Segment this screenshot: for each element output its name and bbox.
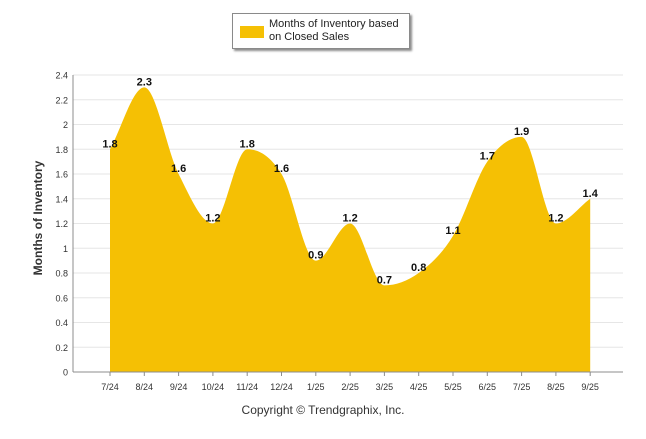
x-tick-label: 7/25 (513, 382, 531, 392)
y-tick-labels: 0 0.2 0.4 0.6 0.8 1 1.2 1.4 1.6 1.8 2 2.2 2.4 (55, 71, 68, 378)
y-tick-label: 0.4 (55, 318, 68, 328)
legend-label: Months of Inventory based on Closed Sale… (269, 18, 399, 43)
data-label: 0.7 (377, 274, 392, 286)
data-label: 1.1 (445, 225, 460, 237)
x-tick-label: 1/25 (307, 382, 325, 392)
area-series-fill (110, 87, 591, 372)
x-tick-label: 2/25 (341, 382, 359, 392)
y-tick-label: 1.8 (55, 145, 68, 155)
legend[interactable]: Months of Inventory based on Closed Sale… (232, 13, 410, 49)
x-tick-labels: 7/24 8/24 9/24 10/24 11/24 12/24 1/25 2/25 3/25 4… (101, 382, 599, 392)
x-tick-label: 12/24 (270, 382, 293, 392)
y-tick-label: 2.2 (55, 95, 68, 105)
data-label: 1.6 (171, 163, 186, 175)
y-tick-label: 1.4 (55, 194, 68, 204)
y-tick-label: 0 (63, 368, 68, 378)
y-axis-title: Months of Inventory (31, 160, 45, 275)
data-label: 1.7 (480, 151, 495, 163)
data-label: 1.2 (205, 213, 220, 225)
data-label: 2.3 (137, 76, 152, 88)
data-label: 1.8 (240, 138, 255, 150)
data-label: 0.8 (411, 262, 426, 274)
x-tick-label: 9/24 (170, 382, 188, 392)
y-tick-label: 1 (63, 244, 68, 254)
x-tick-label: 9/25 (581, 382, 599, 392)
data-label: 1.8 (102, 138, 117, 150)
series-area (110, 87, 591, 372)
data-label: 1.2 (548, 213, 563, 225)
x-tick-label: 8/25 (547, 382, 565, 392)
data-label: 1.6 (274, 163, 289, 175)
y-tick-label: 2 (63, 120, 68, 130)
data-label: 1.9 (514, 126, 529, 138)
data-label: 1.4 (583, 188, 599, 200)
x-tick-label: 8/24 (136, 382, 154, 392)
x-tick-label: 7/24 (101, 382, 119, 392)
y-tick-label: 1.6 (55, 170, 68, 180)
x-tick-label: 6/25 (479, 382, 497, 392)
y-tick-label: 1.2 (55, 219, 68, 229)
copyright-text: Copyright © Trendgraphix, Inc. (241, 403, 405, 417)
y-tick-label: 0.2 (55, 343, 68, 353)
x-tick-label: 4/25 (410, 382, 428, 392)
y-tick-label: 2.4 (55, 71, 68, 81)
x-tick-label: 5/25 (444, 382, 462, 392)
x-tick-label: 11/24 (236, 382, 258, 392)
data-labels: 1.8 2.3 1.6 1.2 1.8 1.6 0.9 1.2 0.7 0.8 1.1 1.7 1.9 1… (102, 76, 598, 286)
y-tick-label: 0.6 (55, 293, 68, 303)
axes (72, 75, 623, 376)
data-label: 1.2 (342, 213, 357, 225)
x-tick-label: 3/25 (376, 382, 394, 392)
data-label: 0.9 (308, 250, 323, 262)
y-tick-label: 0.8 (55, 269, 68, 279)
legend-swatch (240, 26, 264, 38)
x-tick-label: 10/24 (202, 382, 225, 392)
